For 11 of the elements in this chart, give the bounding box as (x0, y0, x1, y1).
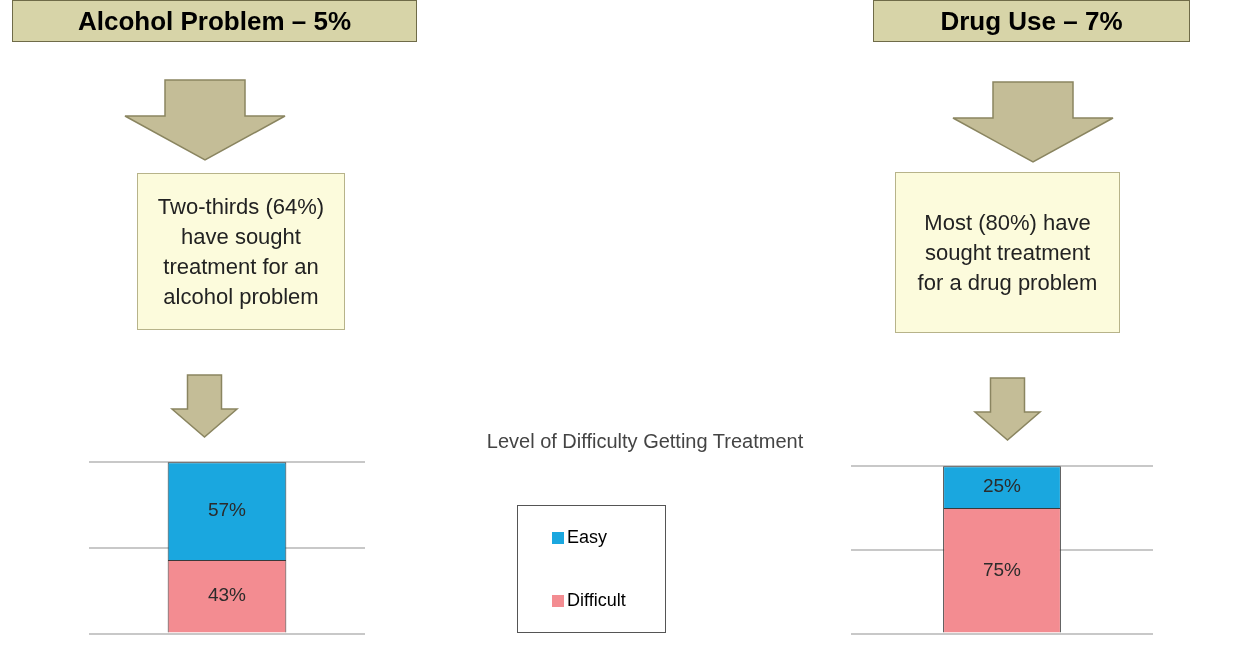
legend-label: Easy (567, 527, 608, 548)
data-label: 43% (207, 584, 247, 606)
text: Most (80%) have sought treatment for a drug problem (895, 172, 1120, 333)
data-label: 75% (982, 558, 1022, 580)
data-label: 25% (982, 475, 1022, 497)
text: Two-thirds (64%) have sought treatment for an alcohol problem (137, 173, 345, 330)
data-label: 57% (207, 499, 247, 521)
chart-title: Alcohol Problem – 5% (12, 0, 417, 42)
legend-label: Difficult (567, 590, 626, 611)
legend-title: Level of Difficulty Getting Treatment (485, 430, 805, 453)
chart-title: Drug Use – 7% (873, 0, 1190, 42)
